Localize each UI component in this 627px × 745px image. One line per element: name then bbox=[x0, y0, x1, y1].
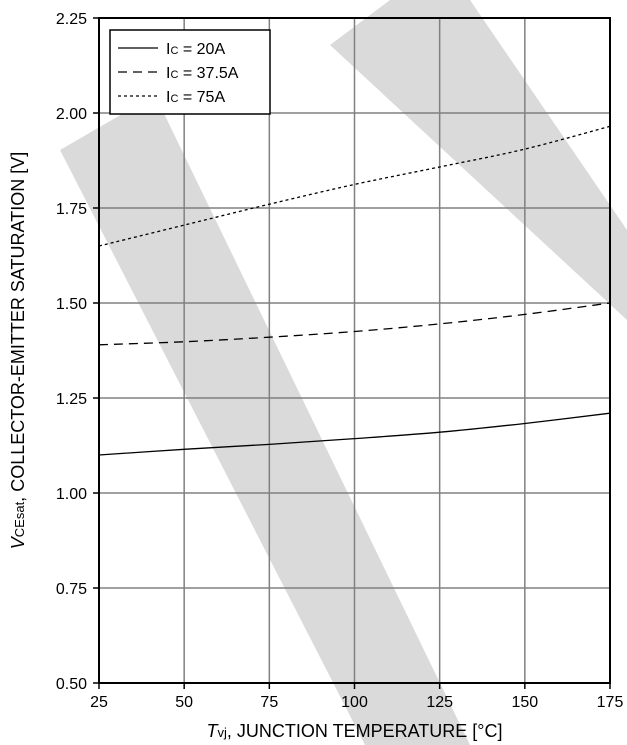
x-tick-label: 150 bbox=[511, 694, 538, 711]
legend-label-text: = 75A bbox=[178, 89, 225, 106]
legend-label-sub: C bbox=[170, 69, 178, 81]
x-tick-label: 50 bbox=[175, 694, 193, 711]
x-axis-label-sub: vj bbox=[218, 725, 228, 740]
y-axis-label-sub: CEsat bbox=[12, 501, 27, 537]
x-axis-label: Tvj, JUNCTION TEMPERATURE [°C] bbox=[207, 721, 503, 741]
y-tick-label: 1.25 bbox=[56, 391, 87, 408]
legend-label-var: I bbox=[166, 89, 170, 106]
series-line-1 bbox=[98, 412, 611, 456]
legend-label-text: = 37.5A bbox=[178, 65, 238, 82]
tick-labels: 25 50 75 100 125 150 175 0.50 0.75 1.00 1.25 1.50 1.… bbox=[56, 11, 624, 711]
x-tick-label: 25 bbox=[90, 694, 108, 711]
legend-label-sub: C bbox=[170, 93, 178, 105]
x-tick-label: 100 bbox=[341, 694, 368, 711]
legend-label-var: I bbox=[166, 65, 170, 82]
y-axis-label-var: V bbox=[8, 535, 28, 549]
y-tick-label: 1.00 bbox=[56, 486, 87, 503]
y-tick-label: 2.00 bbox=[56, 106, 87, 123]
x-tick-label: 75 bbox=[260, 694, 278, 711]
x-axis-label-text: , JUNCTION TEMPERATURE [°C] bbox=[227, 721, 503, 741]
y-axis-label-text: , COLLECTOR-EMITTER SATURATION [V] bbox=[8, 152, 28, 502]
y-tick-label: 1.75 bbox=[56, 201, 87, 218]
plot-frame bbox=[93, 17, 611, 689]
grid bbox=[99, 18, 610, 683]
legend-label-var: I bbox=[166, 41, 170, 58]
y-tick-label: 2.25 bbox=[56, 11, 87, 28]
legend-label-3: IC = 75A bbox=[166, 89, 225, 106]
y-axis-label: VCEsat, COLLECTOR-EMITTER SATURATION [V] bbox=[8, 152, 28, 549]
watermark-stroke bbox=[330, 0, 627, 320]
x-axis-label-var: T bbox=[207, 721, 220, 741]
y-tick-label: 1.50 bbox=[56, 296, 87, 313]
watermark-stroke bbox=[60, 95, 470, 745]
series-layer bbox=[98, 125, 611, 456]
watermark bbox=[60, 0, 627, 745]
series-line-2 bbox=[98, 302, 611, 346]
legend-label-text: = 20A bbox=[178, 41, 225, 58]
x-tick-label: 125 bbox=[426, 694, 453, 711]
legend-label-sub: C bbox=[170, 45, 178, 57]
y-tick-label: 0.50 bbox=[56, 676, 87, 693]
x-tick-label: 175 bbox=[597, 694, 624, 711]
y-tick-label: 0.75 bbox=[56, 581, 87, 598]
legend-label-1: IC = 20A bbox=[166, 41, 225, 58]
legend-label-2: IC = 37.5A bbox=[166, 65, 239, 82]
